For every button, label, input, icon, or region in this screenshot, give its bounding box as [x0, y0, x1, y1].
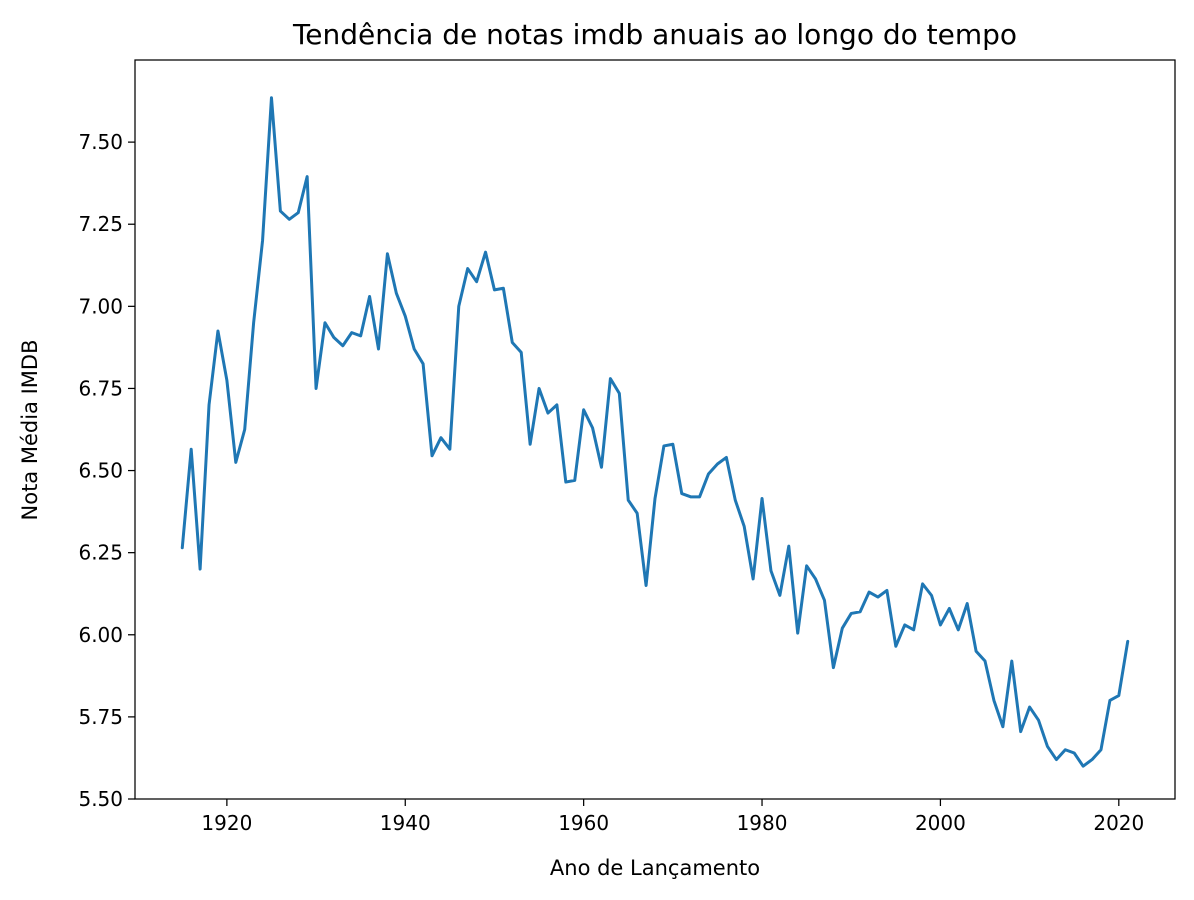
y-tick-label: 6.25	[78, 541, 123, 565]
y-tick-label: 7.50	[78, 130, 123, 154]
x-tick-label: 2020	[1093, 811, 1144, 835]
x-tick-label: 1920	[201, 811, 252, 835]
y-tick-label: 7.00	[78, 294, 123, 318]
y-tick-label: 5.50	[78, 787, 123, 811]
plot-area-frame	[134, 59, 1176, 800]
x-axis-ticks: 1920 1940 1960 1980 2000 2020	[201, 799, 1144, 835]
x-tick-label: 1980	[737, 811, 788, 835]
y-tick-label: 7.25	[78, 212, 123, 236]
y-axis-label: Nota Média IMDB	[18, 340, 42, 521]
y-tick-label: 6.75	[78, 376, 123, 400]
y-tick-label: 5.75	[78, 705, 123, 729]
y-tick-label: 6.00	[78, 623, 123, 647]
chart-title: Tendência de notas imdb anuais ao longo …	[292, 18, 1017, 51]
x-tick-label: 1960	[558, 811, 609, 835]
series-line	[180, 96, 1130, 768]
x-tick-label: 1940	[380, 811, 431, 835]
x-tick-label: 2000	[915, 811, 966, 835]
x-axis-label: Ano de Lançamento	[550, 856, 760, 880]
y-axis-ticks: 5.50 5.75 6.00 6.25 6.50 6.75 7.00 7.25 7.50	[78, 130, 135, 811]
y-tick-label: 6.50	[78, 459, 123, 483]
